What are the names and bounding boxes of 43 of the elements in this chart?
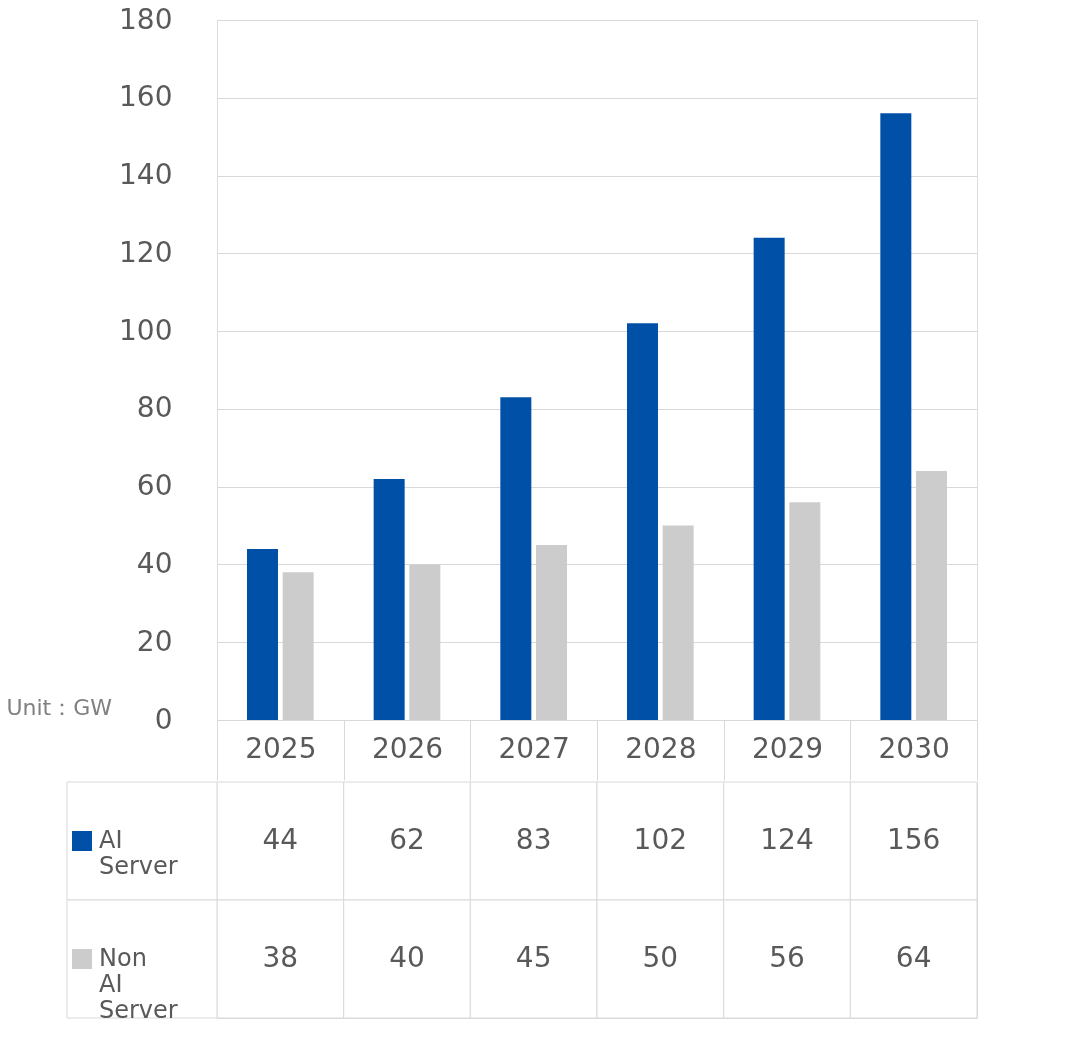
data-label: 50 [642, 941, 679, 974]
data-label: 124 [760, 823, 814, 856]
x-tick-label: 2027 [498, 731, 570, 765]
bar [916, 471, 948, 720]
data-label: 45 [515, 941, 552, 974]
y-tick-label: 140 [119, 158, 173, 192]
bar [536, 545, 568, 720]
bar [662, 525, 694, 720]
bar [500, 397, 532, 720]
bar [789, 502, 821, 720]
bar [753, 237, 785, 720]
y-tick-label: 100 [119, 313, 173, 347]
y-tick-label: 80 [136, 391, 173, 425]
bar [246, 548, 278, 720]
data-label: 83 [515, 823, 552, 856]
data-label: 44 [262, 823, 299, 856]
y-tick-label: 120 [119, 235, 173, 269]
y-tick-label: 60 [136, 469, 173, 503]
data-label: 56 [769, 941, 805, 974]
y-tick-label: 160 [119, 80, 173, 114]
y-tick-label: 40 [136, 546, 173, 580]
data-label: 38 [262, 941, 299, 974]
bar [880, 113, 912, 720]
data-label: 40 [389, 941, 425, 974]
x-tick-label: 2026 [371, 731, 444, 765]
x-tick-label: 2028 [625, 731, 697, 765]
y-tick-label: 20 [136, 624, 173, 658]
y-tick-label: 180 [119, 2, 173, 36]
x-tick-label: 2030 [878, 731, 950, 765]
data-label: 62 [389, 823, 425, 856]
bar [373, 478, 405, 720]
x-tick-label: 2029 [751, 731, 824, 765]
data-label: 64 [895, 941, 932, 974]
y-tick-label: 0 [154, 702, 173, 736]
legend-label: Non AI Server [99, 944, 178, 1024]
text: Unit：GW [6, 695, 113, 720]
legend-label: AI Server [99, 826, 178, 880]
x-tick-label: 2025 [245, 731, 317, 765]
bar [282, 572, 314, 720]
data-label: 102 [633, 823, 688, 856]
bar [409, 564, 441, 720]
data-label: 156 [886, 823, 941, 856]
bar [626, 323, 658, 720]
